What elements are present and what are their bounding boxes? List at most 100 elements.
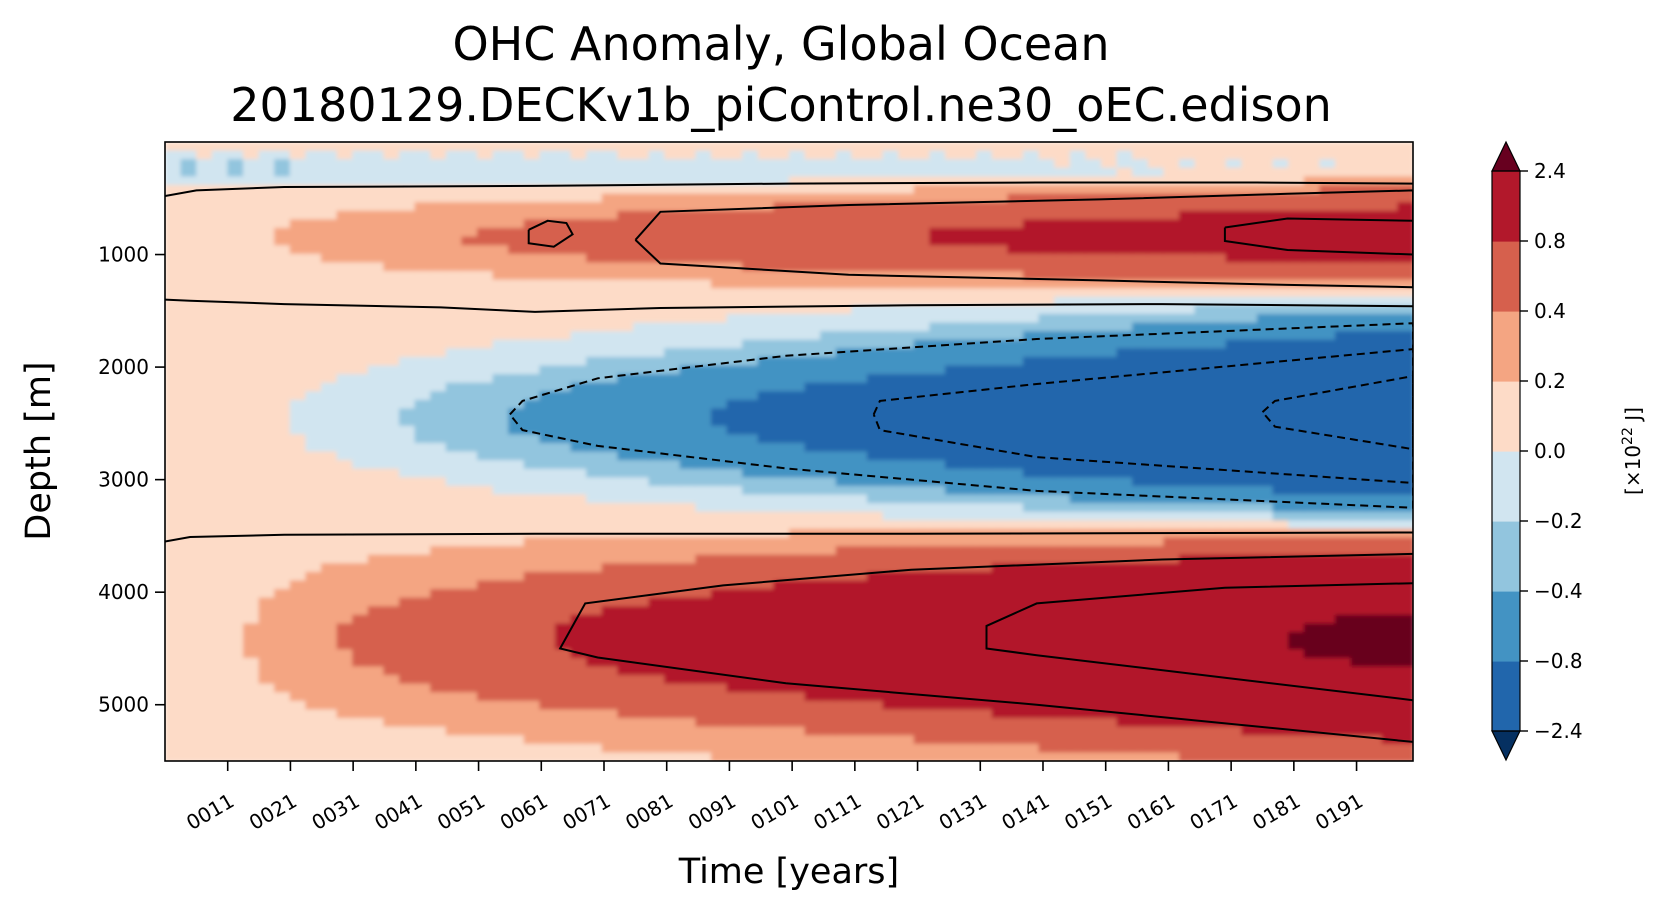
contour-fill-cell (274, 193, 291, 204)
contour-fill-cell (1132, 640, 1149, 651)
contour-fill-cell (274, 503, 291, 513)
contour-fill-cell (664, 219, 681, 230)
contour-fill-cell (882, 417, 900, 427)
contour-fill-cell (414, 477, 432, 488)
contour-fill-cell (336, 356, 354, 367)
contour-fill-cell (1101, 142, 1118, 152)
contour-fill-cell (835, 322, 853, 333)
contour-fill-cell (789, 460, 806, 470)
contour-fill-cell (1194, 408, 1212, 419)
contour-fill-cell (835, 589, 853, 599)
contour-fill-cell (1038, 210, 1056, 221)
plot-area (165, 142, 1413, 761)
contour-fill-cell (820, 288, 837, 298)
contour-fill-cell (601, 348, 619, 359)
contour-fill-cell (601, 503, 619, 513)
contour-fill-cell (1132, 262, 1149, 273)
contour-fill-cell (383, 537, 401, 548)
contour-fill-cell (1147, 150, 1165, 161)
contour-fill-cell (508, 597, 525, 608)
contour-fill-cell (617, 494, 635, 505)
contour-fill-cell (1163, 408, 1181, 419)
contour-fill-cell (180, 752, 198, 761)
contour-fill-cell (664, 494, 681, 505)
contour-fill-cell (570, 296, 588, 307)
contour-fill-cell (399, 743, 416, 754)
contour-fill-cell (414, 313, 432, 324)
contour-fill-cell (617, 236, 635, 247)
contour-fill-cell (929, 485, 947, 496)
contour-fill-cell (570, 683, 588, 694)
contour-fill-cell (243, 494, 260, 505)
contour-fill-cell (367, 279, 385, 290)
contour-fill-cell (742, 382, 759, 393)
contour-fill-cell (523, 425, 541, 436)
contour-fill-cell (1085, 236, 1103, 247)
contour-fill-cell (367, 305, 385, 316)
contour-fill-cell (1069, 597, 1087, 608)
contour-fill-cell (492, 606, 510, 617)
contour-fill-cell (960, 683, 978, 694)
contour-fill-cell (539, 322, 557, 333)
contour-fill-cell (430, 485, 447, 496)
contour-fill-cell (414, 374, 432, 384)
contour-fill-cell (321, 477, 338, 488)
contour-fill-cell (913, 675, 931, 685)
contour-fill-cell (352, 649, 369, 660)
contour-fill-cell (633, 434, 650, 445)
contour-fill-cell (180, 460, 198, 470)
contour-fill-cell (757, 288, 775, 298)
contour-fill-cell (695, 468, 713, 479)
contour-fill-cell (726, 520, 744, 531)
contour-fill-cell (679, 485, 697, 496)
contour-fill-cell (196, 718, 213, 728)
contour-fill-cell (945, 597, 962, 608)
contour-fill-cell (648, 451, 666, 462)
contour-fill-cell (352, 167, 369, 178)
contour-fill-cell (305, 167, 323, 178)
contour-fill-cell (679, 752, 697, 761)
contour-fill-cell (383, 356, 401, 367)
contour-fill-cell (1038, 554, 1056, 565)
contour-fill-cell (804, 563, 822, 574)
contour-fill-cell (1147, 339, 1165, 350)
contour-fill-cell (679, 313, 697, 324)
contour-fill-cell (367, 640, 385, 651)
contour-fill-cell (804, 227, 822, 238)
contour-fill-cell (867, 511, 884, 522)
contour-fill-cell (898, 537, 915, 548)
contour-fill-cell (1210, 159, 1227, 169)
contour-fill-cell (882, 649, 900, 660)
contour-fill-cell (882, 279, 900, 290)
contour-fill-cell (1116, 167, 1134, 178)
contour-fill-cell (1132, 296, 1149, 307)
contour-fill-cell (991, 718, 1009, 728)
contour-fill-cell (929, 640, 947, 651)
contour-fill-cell (1179, 305, 1196, 316)
contour-fill-cell (523, 219, 541, 230)
contour-fill-cell (960, 296, 978, 307)
contour-fill-cell (898, 245, 915, 255)
contour-fill-cell (289, 554, 307, 565)
contour-fill-cell (617, 193, 635, 204)
contour-fill-cell (227, 726, 245, 737)
contour-fill-cell (461, 313, 479, 324)
contour-fill-cell (305, 374, 323, 384)
contour-fill-cell (1241, 270, 1259, 281)
contour-fill-cell (1101, 597, 1118, 608)
contour-fill-cell (367, 184, 385, 195)
contour-fill-cell (1069, 331, 1087, 341)
contour-fill-cell (1038, 485, 1056, 496)
contour-fill-cell (617, 365, 635, 376)
contour-fill-cell (1147, 726, 1165, 737)
contour-fill-cell (492, 718, 510, 728)
contour-fill-cell (1116, 580, 1134, 591)
contour-fill-cell (523, 339, 541, 350)
contour-fill-cell (711, 597, 728, 608)
contour-fill-cell (898, 167, 915, 178)
contour-fill-cell (274, 374, 291, 384)
contour-fill-cell (1007, 408, 1025, 419)
contour-fill-cell (1101, 649, 1118, 660)
contour-fill-cell (804, 434, 822, 445)
contour-fill-cell (430, 700, 447, 711)
